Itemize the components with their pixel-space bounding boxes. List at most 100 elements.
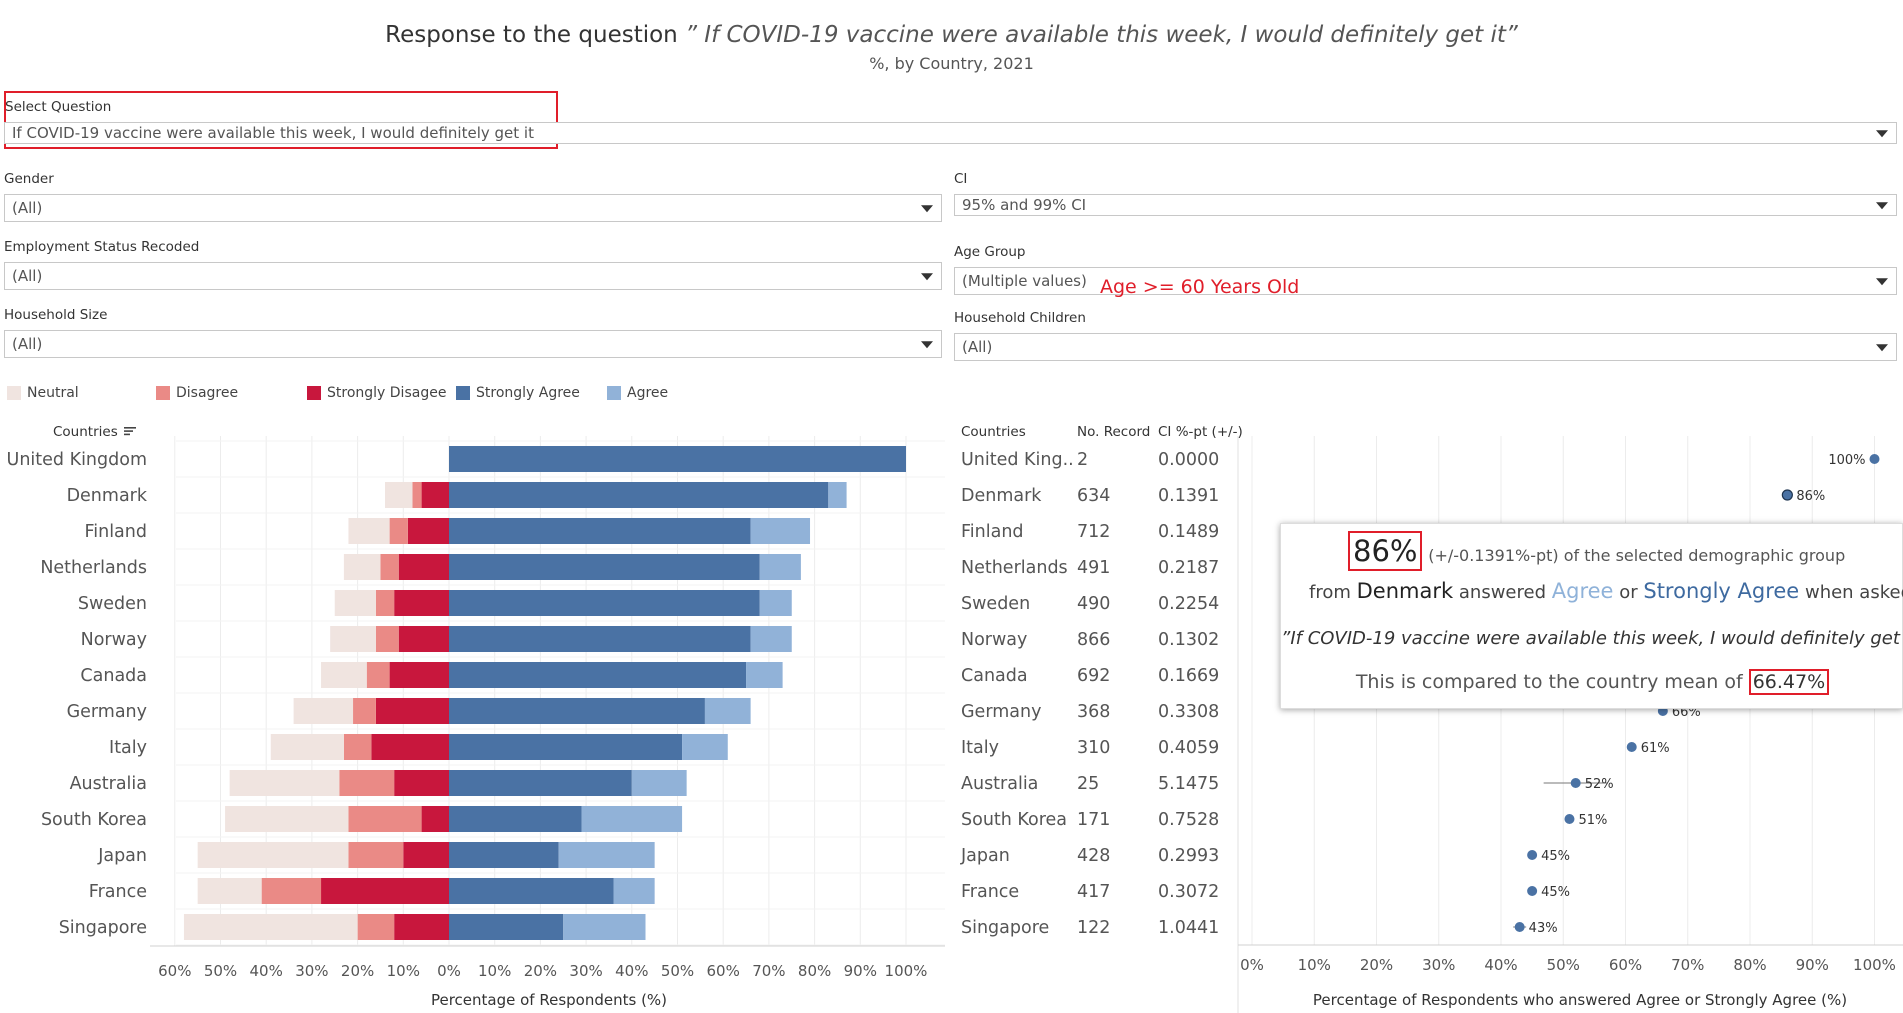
bar-disagree [348,842,404,868]
household-children-dropdown[interactable]: (All) [954,333,1897,361]
employment-label: Employment Status Recoded [4,239,200,255]
bar-strongly-disagee [421,482,449,508]
table-ci: 0.2187 [1158,558,1219,578]
age-group-value: (Multiple values) [962,272,1087,290]
bar-agree [704,698,751,724]
table-ci: 0.3308 [1158,702,1219,722]
table-records: 122 [1077,918,1110,938]
chevron-down-icon [1876,278,1888,286]
data-point [1869,454,1880,464]
legend-label: Agree [627,385,669,401]
table-ci: 0.1391 [1158,486,1219,506]
bar-neutral [183,914,358,940]
countries-header[interactable]: Countries [53,424,137,440]
bar-neutral [293,698,354,724]
bar-strongly-disagee [407,518,449,544]
bar-neutral [270,734,344,760]
household-children-value: (All) [962,338,993,356]
legend-swatch [307,386,321,400]
x-tick-label: 80% [798,962,831,980]
employment-dropdown[interactable]: (All) [4,262,942,290]
tooltip-country: Denmark [1356,579,1454,603]
data-point [1564,814,1575,824]
bar-neutral [225,806,349,832]
tooltip-strongly-agree: Strongly Agree [1643,579,1800,603]
table-country: United King.. [961,450,1074,470]
x-tick-label: 20% [524,962,557,980]
bar-strongly-disagee [394,770,449,796]
table-ci: 0.1669 [1158,666,1219,686]
chevron-down-icon [921,205,933,213]
bar-agree [759,590,792,616]
tooltip-line-2: from Denmark answered Agree or Strongly … [1309,579,1903,603]
category-label: South Korea [41,810,147,830]
bar-agree [746,662,783,688]
table-records: 171 [1077,810,1110,830]
table-records: 490 [1077,594,1110,614]
legend-swatch [7,386,21,400]
table-ci: 0.3072 [1158,882,1219,902]
bar-disagree [366,662,390,688]
bar-strongly-agree [449,806,582,832]
sort-icon[interactable] [124,424,137,440]
legend-neutral[interactable]: Neutral [7,385,79,401]
table-country: Denmark [961,486,1042,506]
bar-strongly-agree [449,554,760,580]
table-country: Canada [961,666,1028,686]
bar-neutral [229,770,340,796]
bar-strongly-disagee [394,914,449,940]
legend-swatch [156,386,170,400]
legend-label: Strongly Disagee [327,385,447,401]
chart-subtitle: %, by Country, 2021 [869,54,1034,73]
bar-neutral [197,842,349,868]
bar-strongly-agree [449,878,614,904]
age-group-annotation: Age >= 60 Years Old [1100,276,1300,298]
table-records: 2 [1077,450,1088,470]
legend-strongly-agree[interactable]: Strongly Agree [456,385,580,401]
table-ci: 0.0000 [1158,450,1219,470]
legend-agree[interactable]: Agree [607,385,668,401]
legend-strongly-disagree[interactable]: Strongly Disagee [307,385,446,401]
table-header-countries: Countries [961,424,1026,440]
bar-agree [558,842,655,868]
legend-label: Strongly Agree [476,385,580,401]
age-group-dropdown[interactable]: (Multiple values) [954,267,1897,295]
household-size-dropdown[interactable]: (All) [4,330,942,358]
chart-title: Response to the question ” If COVID-19 v… [0,22,1903,48]
gender-value: (All) [12,199,43,217]
data-label: 43% [1529,921,1558,936]
category-label: Germany [67,702,147,722]
bar-neutral [334,590,376,616]
x-tick-label: 90% [1796,956,1829,974]
ci-label: CI [954,171,968,187]
bar-strongly-disagee [371,734,449,760]
bar-agree [750,518,811,544]
household-size-value: (All) [12,335,43,353]
chevron-down-icon [921,341,933,349]
bar-strongly-agree [449,842,559,868]
bar-agree [563,914,646,940]
table-country: Finland [961,522,1024,542]
table-country: Italy [961,738,999,758]
ci-value: 95% and 99% CI [962,196,1087,214]
category-label: United Kingdom [7,450,147,470]
x-tick-label: 30% [569,962,602,980]
tooltip-line-4: This is compared to the country mean of … [1281,669,1903,695]
left-x-axis-label: Percentage of Respondents (%) [431,991,667,1009]
bar-disagree [380,554,399,580]
select-question-dropdown[interactable]: If COVID-19 vaccine were available this … [4,122,1897,144]
ci-dropdown[interactable]: 95% and 99% CI [954,194,1897,216]
legend-disagree[interactable]: Disagree [156,385,238,401]
category-label: France [89,882,147,902]
table-country: Singapore [961,918,1049,938]
table-ci: 0.2254 [1158,594,1219,614]
table-header-ci: CI %-pt (+/-) [1158,424,1243,440]
tooltip-question: ”If COVID-19 vaccine were available this… [1281,628,1903,649]
table-country: Norway [961,630,1027,650]
bar-disagree [343,734,372,760]
gender-dropdown[interactable]: (All) [4,194,942,222]
table-country: South Korea [961,810,1067,830]
x-tick-label: 70% [752,962,785,980]
table-records: 491 [1077,558,1110,578]
